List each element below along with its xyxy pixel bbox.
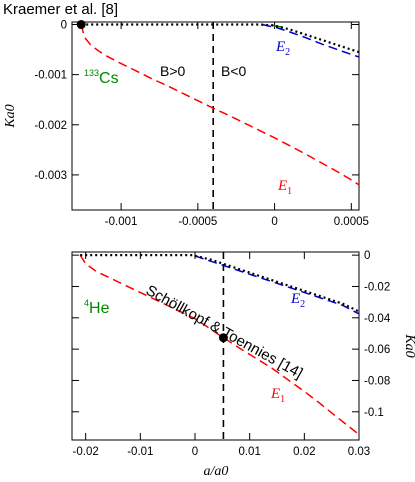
bottom-x-tick-label: 0.01 (238, 446, 260, 458)
bottom-x-tick-label: -0.01 (127, 446, 153, 458)
top-species-label: 133Cs (84, 68, 119, 87)
bottom-y-tick-label: -0.06 (364, 344, 390, 356)
top-x-tick-label: 0 (271, 216, 277, 228)
top-plot-frame (71, 21, 360, 211)
bottom-y-tick-label: -0.1 (364, 407, 384, 419)
bottom-data (79, 252, 359, 440)
top-data (80, 22, 359, 210)
bottom-experiment-label: Schöllkopf & Toennies [14] (143, 282, 306, 382)
bottom-x-axis-title: a/a0 (204, 464, 229, 479)
top-b-negative-label: B<0 (221, 63, 247, 79)
top-y-axis-title: Ka0 (3, 104, 18, 128)
bottom-e2-label: E2 (290, 291, 305, 310)
bottom-series-threshold (80, 254, 359, 313)
top-y-tick-label: -0.003 (34, 170, 67, 182)
bottom-plot-frame (71, 251, 360, 441)
bottom-x-tick-label: 0 (192, 446, 198, 458)
bottom-series-e2 (194, 255, 359, 315)
top-series-e2 (262, 23, 359, 58)
bottom-species-label: 4He (84, 298, 110, 317)
bottom-e1-label: E1 (270, 386, 285, 405)
top-marker (76, 20, 86, 30)
bottom-marker (218, 333, 228, 343)
bottom-y-tick-label: 0 (364, 250, 370, 262)
top-series-e1 (80, 24, 359, 186)
top-y-tick-label: 0 (61, 20, 67, 32)
top-x-tick-label: 0.0005 (334, 216, 369, 228)
bottom-x-tick-label: 0.02 (293, 446, 315, 458)
bottom-series-e1 (79, 254, 359, 436)
top-y-tick-label: -0.002 (34, 120, 67, 132)
top-x-tick-label: -0.001 (105, 216, 138, 228)
top-panel: -0.001 -0.0005 0 0.0005 0 -0.001 -0.002 -0.003 K… (3, 20, 369, 228)
bottom-y-axis-title: Ka0 (402, 333, 415, 357)
top-b-positive-label: B>0 (160, 63, 186, 79)
bottom-y-tick-label: -0.02 (364, 281, 390, 293)
bottom-y-tick-label: -0.08 (364, 375, 390, 387)
top-x-tick-label: -0.0005 (178, 216, 217, 228)
top-e1-label: E1 (277, 178, 292, 197)
top-title: Kraemer et al. [8] (3, 1, 118, 18)
bottom-x-tick-label: 0.03 (348, 446, 370, 458)
top-y-tick-label: -0.001 (34, 70, 67, 82)
bottom-x-tick-label: -0.02 (73, 446, 99, 458)
top-e2-label: E2 (275, 39, 290, 58)
top-series-threshold (81, 23, 359, 54)
bottom-y-tick-label: -0.04 (364, 313, 391, 325)
bottom-panel: -0.02 -0.01 0 0.01 0.02 0.03 0 -0.02 -0.04 -0.06 -… (71, 250, 415, 458)
